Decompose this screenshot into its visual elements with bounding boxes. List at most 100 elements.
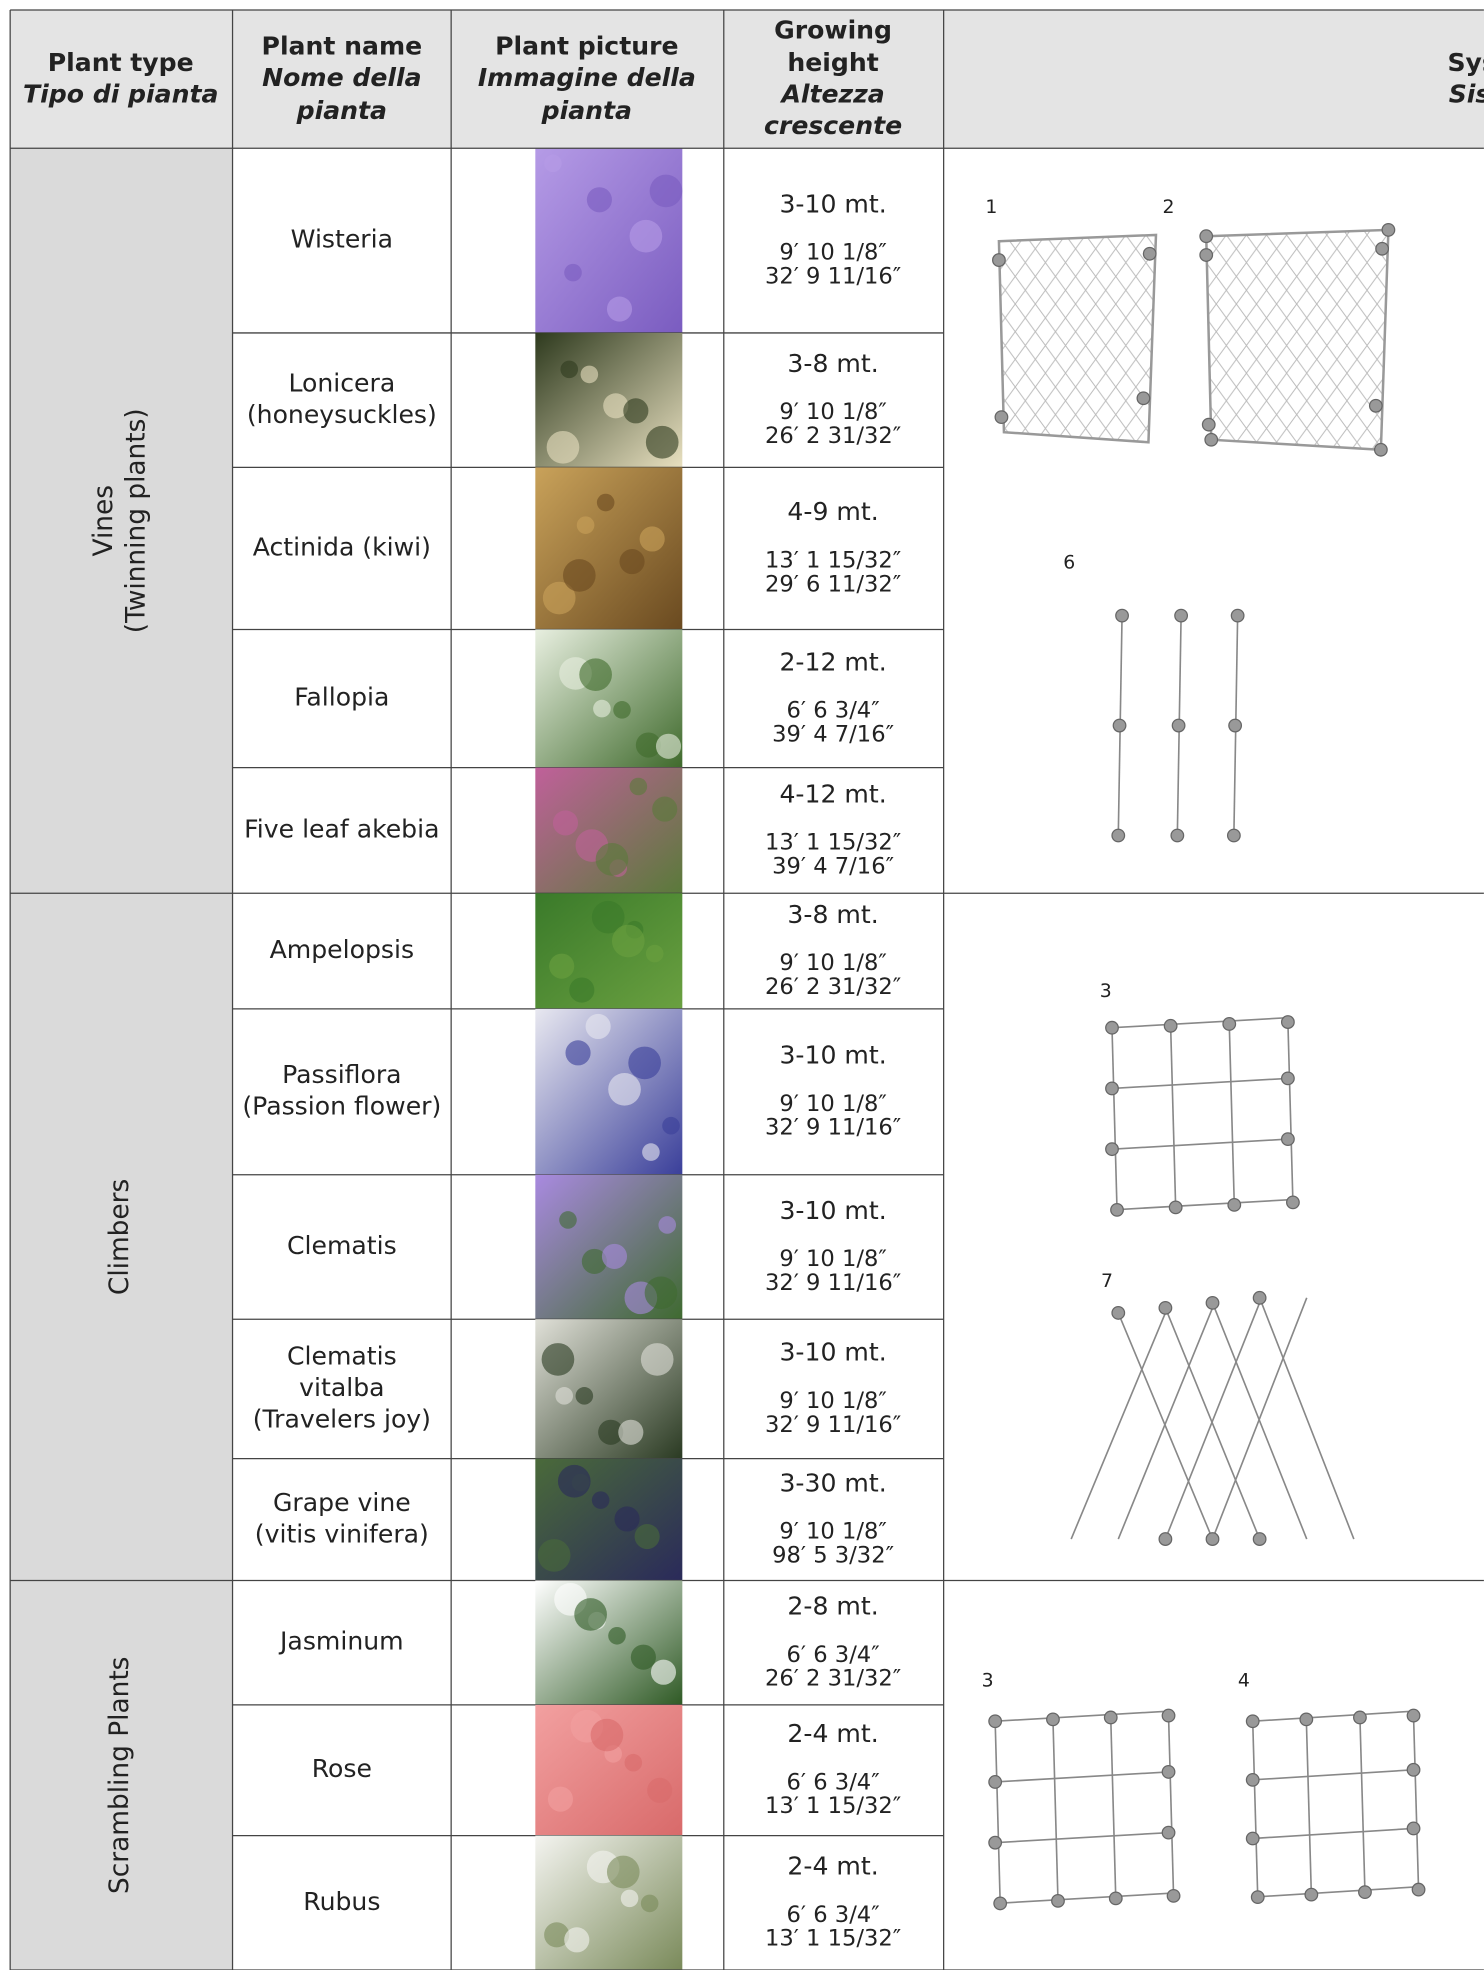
photo-texture xyxy=(650,1659,677,1685)
fixing xyxy=(1161,1708,1176,1723)
fixing xyxy=(1103,1710,1118,1725)
fixing xyxy=(1411,1882,1426,1897)
system-number: 2 xyxy=(1163,197,1175,218)
header-text-italic: Sis xyxy=(1449,79,1484,108)
plant-name: (Passion flower) xyxy=(242,1091,441,1120)
cable xyxy=(995,1710,1169,1723)
photo-texture xyxy=(644,1276,678,1310)
height-imperial: 98′ 5 3/32″ xyxy=(772,1543,894,1569)
fixing xyxy=(988,1835,1003,1850)
photo-texture xyxy=(634,1523,660,1550)
photo-texture xyxy=(576,516,595,534)
height-imperial: 13′ 1 15/32″ xyxy=(765,547,901,573)
fixing xyxy=(1299,1712,1314,1727)
fixing xyxy=(1161,1825,1176,1840)
cable xyxy=(1111,1199,1288,1211)
photo-texture xyxy=(606,1855,640,1889)
header-text: height xyxy=(787,48,878,77)
height-metric: 3-8 mt. xyxy=(787,900,878,929)
photo-texture xyxy=(630,1644,656,1670)
photo-texture xyxy=(593,699,611,718)
fixing xyxy=(1252,1532,1267,1546)
photo-texture xyxy=(555,1387,574,1405)
header-text-italic: Altezza xyxy=(779,79,884,108)
photo-texture xyxy=(647,1777,673,1803)
height-imperial: 9′ 10 1/8″ xyxy=(779,1091,887,1117)
fixing xyxy=(1227,1197,1242,1212)
photo-texture xyxy=(544,1922,570,1948)
photo-texture xyxy=(640,1894,659,1913)
height-metric: 2-12 mt. xyxy=(779,647,886,676)
photo-texture xyxy=(596,493,615,512)
system-number: 3 xyxy=(1100,981,1112,1002)
fixing xyxy=(1201,417,1216,432)
fixing xyxy=(988,1775,1003,1789)
cable xyxy=(1305,1719,1313,1895)
cable xyxy=(1164,1307,1261,1540)
cable xyxy=(1111,1138,1288,1150)
photo-texture xyxy=(635,732,661,758)
photo-texture xyxy=(598,1419,624,1445)
photo-texture xyxy=(586,187,612,213)
height-metric: 3-8 mt. xyxy=(787,349,878,378)
height-imperial: 9′ 10 1/8″ xyxy=(779,1388,887,1414)
plant-name: (honeysuckles) xyxy=(247,400,437,429)
plant-name: Jasminum xyxy=(278,1627,404,1656)
system-number: 3 xyxy=(982,1671,994,1692)
header-text: Plant name xyxy=(262,32,423,61)
height-imperial: 29′ 6 11/32″ xyxy=(765,571,901,597)
fixing xyxy=(1105,1020,1119,1035)
height-imperial: 39′ 4 7/16″ xyxy=(772,721,894,747)
fixing xyxy=(1205,1295,1220,1310)
group-label: Climbers xyxy=(105,1179,135,1295)
height-imperial: 6′ 6 3/4″ xyxy=(787,1769,880,1795)
header-text-italic: Immagine della xyxy=(478,63,696,92)
photo-texture xyxy=(544,154,562,173)
plant-name: Clematis xyxy=(287,1342,397,1371)
cable xyxy=(1252,1886,1414,1898)
cable xyxy=(1412,1715,1420,1890)
height-imperial: 39′ 4 7/16″ xyxy=(772,853,894,879)
plant-name: vitalba xyxy=(299,1373,384,1402)
cable xyxy=(995,1892,1169,1905)
photo-texture xyxy=(574,1598,607,1631)
photo-texture xyxy=(608,1072,641,1106)
fixing xyxy=(1375,241,1390,256)
header-bg xyxy=(10,10,1484,149)
height-metric: 3-10 mt. xyxy=(779,1338,886,1367)
group-label: Scrambling Plants xyxy=(105,1657,135,1894)
photo-texture xyxy=(581,1248,607,1274)
type-col-bg xyxy=(10,148,233,1970)
height-imperial: 9′ 10 1/8″ xyxy=(779,1519,887,1545)
photo-texture xyxy=(575,1387,594,1405)
cable xyxy=(1287,1022,1294,1203)
fixing xyxy=(993,1896,1008,1911)
system-number: 1 xyxy=(985,197,997,218)
photo-texture xyxy=(552,810,579,836)
height-imperial: 13′ 1 15/32″ xyxy=(765,1926,901,1952)
header-text-italic: crescente xyxy=(764,111,902,140)
height-metric: 3-30 mt. xyxy=(779,1468,886,1497)
height-metric: 3-10 mt. xyxy=(779,1041,886,1070)
photo-texture xyxy=(557,1464,591,1498)
plant-name: (Travelers joy) xyxy=(253,1404,431,1433)
header-text: Plant picture xyxy=(495,32,678,61)
plant-name: Rubus xyxy=(303,1887,380,1916)
height-imperial: 26′ 2 31/32″ xyxy=(765,974,901,1000)
fixing xyxy=(1358,1885,1372,1900)
fixing xyxy=(1142,246,1157,261)
photo-texture xyxy=(618,1419,644,1445)
fixing xyxy=(1222,1017,1237,1031)
cable xyxy=(1251,1721,1259,1898)
header-text-italic: pianta xyxy=(541,96,632,125)
plant-name: Passiflora xyxy=(282,1060,401,1089)
header-text-italic: pianta xyxy=(296,96,387,125)
fixing xyxy=(988,1714,1003,1729)
height-imperial: 32′ 9 11/16″ xyxy=(765,1270,901,1296)
fixing xyxy=(1112,718,1127,733)
fixing xyxy=(994,410,1009,425)
fixing xyxy=(1280,1071,1295,1086)
fixing xyxy=(992,253,1006,267)
fixing xyxy=(1199,248,1214,262)
